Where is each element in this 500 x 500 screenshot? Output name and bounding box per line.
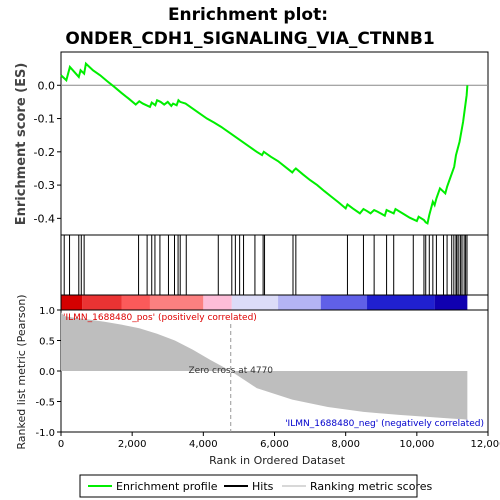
- x-tick-label: 10,000: [399, 439, 434, 450]
- pos-correlated-label: 'ILMN_1688480_pos' (positively correlate…: [63, 313, 257, 323]
- heatmap-segment: [231, 295, 279, 310]
- es-plot-area: [60, 51, 489, 236]
- metric-y-tick-label: 1.0: [39, 306, 55, 317]
- es-y-tick-label: -0.1: [34, 113, 55, 126]
- metric-y-tick-label: -1.0: [35, 428, 55, 439]
- heatmap-segment: [434, 295, 468, 310]
- x-tick-label: 8,000: [331, 439, 360, 450]
- es-y-tick-label: 0.0: [38, 79, 56, 92]
- heatmap-segment: [278, 295, 321, 310]
- x-axis-label: Rank in Ordered Dataset: [209, 454, 346, 467]
- hits-panel: [60, 234, 489, 296]
- metric-area: [61, 312, 468, 420]
- heatmap-segment: [61, 295, 83, 310]
- heatmap-segment: [320, 295, 368, 310]
- neg-correlated-label: 'ILMN_1688480_neg' (negatively correlate…: [285, 419, 484, 429]
- legend: Enrichment profile Hits Ranking metric s…: [79, 474, 432, 498]
- x-tick-label: 0: [58, 439, 64, 450]
- heatmap-segment: [82, 295, 122, 310]
- es-y-tick-label: -0.2: [34, 146, 55, 159]
- metric-y-axis-label: Ranked list metric (Pearson): [15, 294, 28, 449]
- es-y-tick-label: -0.4: [34, 212, 55, 225]
- metric-y-tick-label: -0.5: [35, 398, 55, 409]
- es-y-tick-label: -0.3: [34, 179, 55, 192]
- x-axis: 0 2,000 4,000 6,000 8,000 10,000 12,000: [58, 432, 500, 450]
- legend-hits-label: Hits: [252, 480, 274, 493]
- heatmap-segment: [149, 295, 204, 310]
- x-tick-label: 12,000: [471, 439, 500, 450]
- es-panel: 0.0 -0.1 -0.2 -0.3 -0.4: [34, 51, 489, 236]
- heatmap-segment: [203, 295, 232, 310]
- x-tick-label: 2,000: [118, 439, 147, 450]
- heatmap-segment: [367, 295, 435, 310]
- metric-y-tick-label: 0.0: [39, 367, 55, 378]
- metric-y-tick-label: 0.5: [39, 337, 55, 348]
- rank-heatmap-bar: [61, 295, 468, 310]
- es-profile-line: [60, 61, 469, 225]
- metric-panel: Zero cross at 4770 'ILMN_1688480_pos' (p…: [35, 306, 489, 439]
- legend-profile-label: Enrichment profile: [116, 480, 218, 493]
- es-y-axis-label: Enrichment score (ES): [14, 63, 29, 226]
- plot-title-line2: ONDER_CDH1_SIGNALING_VIA_CTNNB1: [65, 29, 434, 49]
- x-tick-label: 6,000: [260, 439, 289, 450]
- heatmap-segment: [121, 295, 150, 310]
- x-tick-label: 4,000: [189, 439, 218, 450]
- zero-cross-label: Zero cross at 4770: [188, 366, 273, 376]
- legend-box: [79, 474, 418, 498]
- legend-metric-label: Ranking metric scores: [310, 480, 432, 493]
- plot-title-line1: Enrichment plot:: [168, 5, 328, 25]
